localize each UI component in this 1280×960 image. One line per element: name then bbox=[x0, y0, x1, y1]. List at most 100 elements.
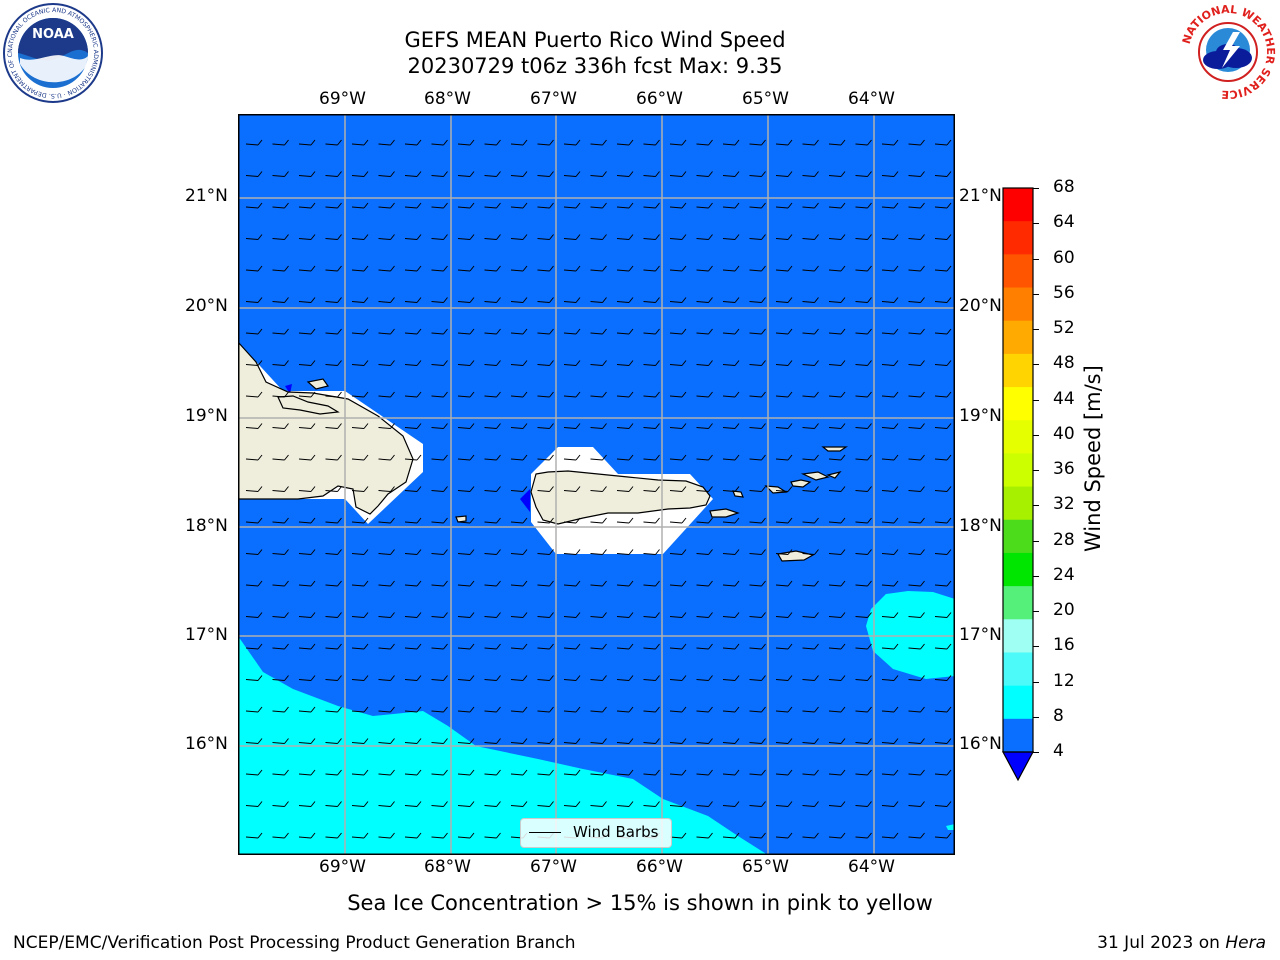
wind-barb bbox=[616, 139, 634, 146]
wind-barb bbox=[590, 580, 607, 587]
wind-barb bbox=[669, 360, 687, 366]
wind-barb bbox=[828, 423, 846, 429]
wind-barb bbox=[245, 265, 263, 272]
wind-barb bbox=[378, 423, 395, 429]
wind-barb bbox=[298, 612, 316, 618]
wind-barb bbox=[563, 801, 581, 807]
wind-barb bbox=[563, 297, 581, 303]
wind-barb bbox=[934, 202, 952, 209]
colorbar-tick-mark bbox=[1033, 293, 1039, 295]
wind-barb bbox=[669, 328, 687, 335]
wind-barb bbox=[934, 391, 952, 398]
wind-region-8-12 bbox=[238, 636, 768, 855]
wind-barb bbox=[749, 265, 766, 272]
wind-barb bbox=[272, 769, 289, 776]
wind-barb bbox=[245, 612, 263, 618]
wind-barb bbox=[908, 643, 925, 650]
colorbar-segment bbox=[1003, 685, 1033, 720]
wind-barb bbox=[245, 580, 263, 587]
wind-barb bbox=[298, 675, 316, 681]
wind-barb bbox=[669, 643, 687, 650]
wind-barb bbox=[643, 234, 660, 240]
wind-barb bbox=[696, 360, 713, 366]
wind-barb bbox=[828, 360, 846, 366]
wind-barb bbox=[749, 171, 766, 177]
wind-barb bbox=[351, 549, 369, 555]
wind-barb bbox=[245, 328, 263, 335]
wind-barb bbox=[616, 801, 634, 807]
colorbar-segment bbox=[1003, 221, 1033, 255]
wind-barb bbox=[298, 234, 316, 240]
wind-barb bbox=[802, 297, 819, 303]
wind-barb bbox=[351, 139, 369, 146]
wind-barb bbox=[245, 801, 263, 807]
wind-barb bbox=[643, 643, 660, 650]
wind-barb bbox=[484, 738, 501, 744]
colorbar-segment bbox=[1003, 552, 1033, 587]
wind-barb bbox=[563, 675, 581, 681]
wind-barb bbox=[272, 297, 289, 303]
wind-barb bbox=[643, 391, 660, 398]
wind-barb bbox=[590, 675, 607, 681]
wind-barb bbox=[616, 328, 634, 335]
lat-tick-label: 18°N bbox=[185, 516, 228, 536]
wind-barb bbox=[431, 454, 448, 461]
wind-barb bbox=[351, 360, 369, 366]
wind-barb bbox=[749, 423, 766, 429]
wind-barb bbox=[775, 297, 793, 303]
wind-barb bbox=[775, 360, 793, 366]
wind-barb bbox=[351, 234, 369, 240]
wind-barb bbox=[431, 171, 448, 177]
wind-barb bbox=[404, 297, 422, 303]
wind-barb bbox=[669, 202, 687, 209]
wind-barb bbox=[934, 832, 952, 839]
wind-barb bbox=[404, 486, 422, 492]
wind-barb bbox=[537, 643, 554, 650]
wind-barb bbox=[510, 612, 528, 618]
wind-barb bbox=[298, 643, 316, 650]
wind-barb bbox=[722, 643, 740, 650]
wind-barb bbox=[722, 297, 740, 303]
wind-barb bbox=[298, 391, 316, 398]
wind-barb bbox=[484, 612, 501, 618]
colorbar-tick-label: 52 bbox=[1053, 318, 1075, 338]
wind-barb bbox=[802, 580, 819, 587]
wind-barb bbox=[457, 738, 475, 744]
wind-barb bbox=[855, 612, 872, 618]
wind-barb bbox=[722, 391, 740, 398]
wind-barb bbox=[775, 801, 793, 807]
wind-barb bbox=[934, 234, 952, 240]
wind-barb bbox=[802, 612, 819, 618]
virgin-gorda-island bbox=[826, 470, 842, 479]
wind-barb bbox=[775, 265, 793, 272]
wind-barb bbox=[272, 171, 289, 177]
lon-tick-label: 69°W bbox=[319, 89, 366, 109]
wind-barb bbox=[351, 580, 369, 587]
wind-barb bbox=[378, 328, 395, 335]
wind-barb bbox=[643, 549, 660, 555]
wind-barb bbox=[431, 139, 448, 146]
wind-barb bbox=[669, 454, 687, 461]
colorbar-tick-label: 40 bbox=[1053, 423, 1075, 444]
wind-barb bbox=[669, 486, 687, 492]
wind-barb bbox=[484, 360, 501, 366]
wind-barb bbox=[749, 234, 766, 240]
wind-barb bbox=[802, 265, 819, 272]
wind-barb bbox=[828, 328, 846, 335]
wind-barb bbox=[563, 454, 581, 461]
wind-barb bbox=[298, 517, 316, 524]
wind-barb bbox=[828, 738, 846, 744]
wind-barb bbox=[749, 675, 766, 681]
colorbar-tick-label: 4 bbox=[1053, 741, 1064, 761]
wind-barb bbox=[484, 706, 501, 713]
wind-barb bbox=[669, 391, 687, 398]
wind-barb bbox=[272, 643, 289, 650]
wind-speed-map[interactable] bbox=[238, 114, 955, 855]
wind-barb bbox=[510, 171, 528, 177]
wind-barb bbox=[643, 738, 660, 744]
wind-barb bbox=[722, 832, 740, 839]
wind-barb bbox=[245, 234, 263, 240]
anegada-island bbox=[821, 446, 848, 452]
colorbar-tick-mark bbox=[1033, 575, 1039, 577]
colorbar-segment bbox=[1003, 486, 1033, 521]
